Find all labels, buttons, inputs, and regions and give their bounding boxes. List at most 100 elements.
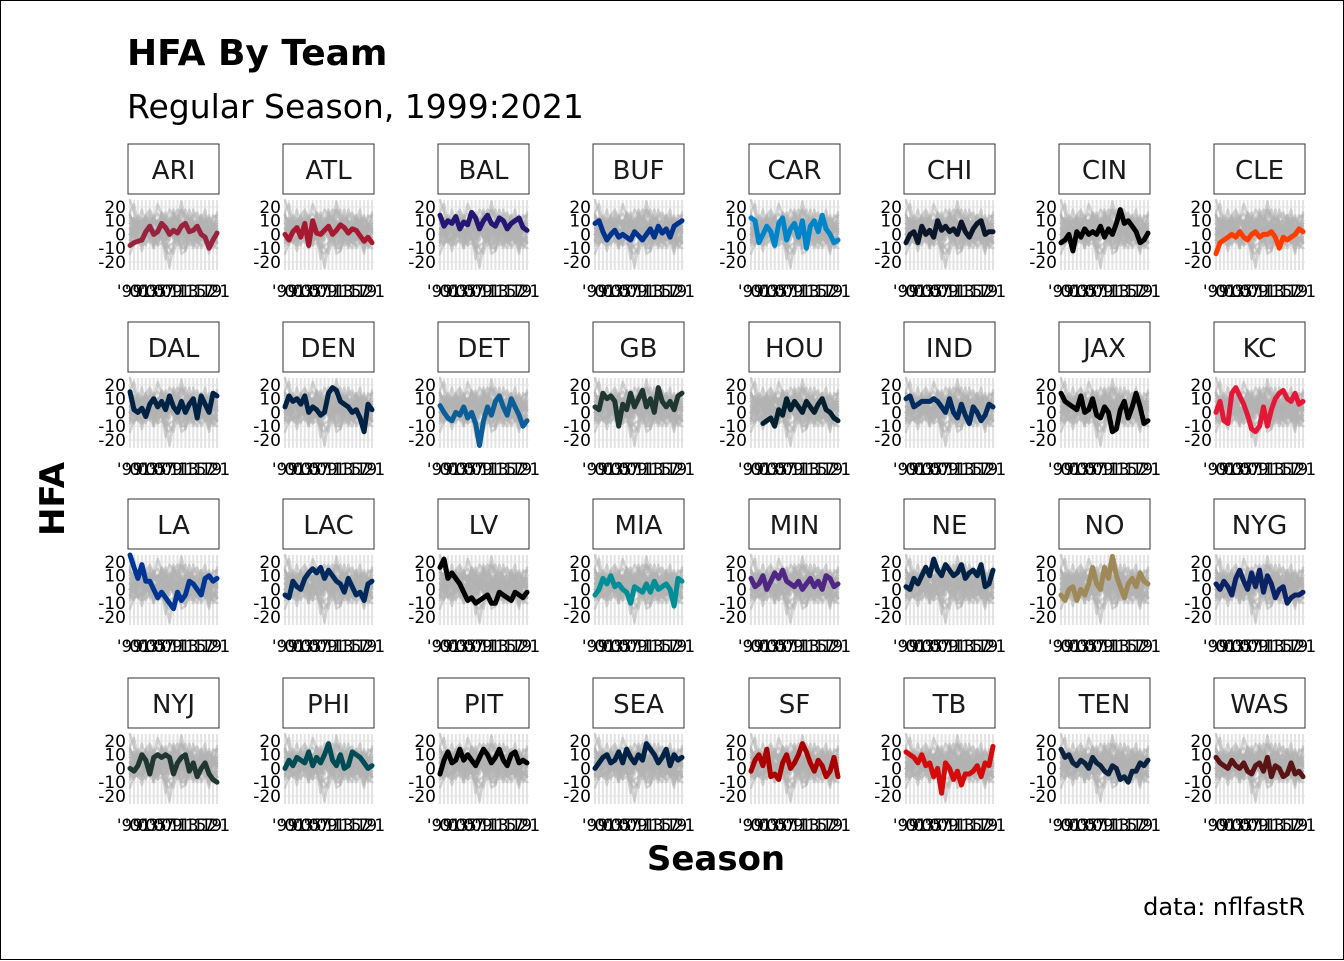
y-tick-label: -20 (874, 608, 902, 628)
x-tick-label: '05 (762, 460, 788, 480)
x-tick-label: '05 (141, 816, 167, 836)
y-tick-label: 20 (1190, 198, 1212, 218)
x-tick-label: '01 (590, 816, 616, 836)
x-tick-label: '07 (303, 460, 329, 480)
x-tick-label: '21 (1290, 460, 1316, 480)
facet-strip (1058, 143, 1151, 195)
x-tick-label: '13 (793, 637, 819, 657)
y-tick-label: -20 (408, 253, 436, 273)
y-tick-label: -10 (408, 417, 436, 437)
x-tick-label: '07 (613, 282, 639, 302)
facet-strip-label: ATL (305, 156, 352, 186)
y-tick-label: -20 (874, 253, 902, 273)
y-tick-label: -20 (408, 787, 436, 807)
x-tick-label: '15 (1111, 816, 1137, 836)
x-tick-label: '15 (645, 282, 671, 302)
series-line-det (437, 393, 530, 448)
x-tick-label: '17 (809, 816, 835, 836)
y-tick-label: 0 (425, 225, 436, 245)
y-tick-label: 10 (569, 390, 591, 410)
x-tick-label: '07 (1079, 460, 1105, 480)
y-tick-label: 20 (1190, 553, 1212, 573)
x-tick-label: '07 (303, 637, 329, 657)
facet-strip (1213, 321, 1306, 373)
x-tick-label: '03 (1219, 460, 1245, 480)
x-tick-label: '99 (1048, 282, 1074, 302)
chart-subtitle: Regular Season, 1999:2021 (127, 87, 584, 126)
x-tick-label: '11 (629, 637, 655, 657)
y-tick-label: 20 (880, 376, 902, 396)
x-tick-label: '15 (335, 460, 361, 480)
x-tick-label: '03 (754, 282, 780, 302)
x-tick-label: '11 (629, 460, 655, 480)
y-tick-label: 0 (580, 403, 591, 423)
series-line-ne (903, 556, 996, 592)
x-tick-label: '03 (288, 637, 314, 657)
y-tick-label: -20 (98, 431, 126, 451)
facet-strip-label: KC (1243, 334, 1277, 364)
series-line-ari (127, 220, 220, 251)
x-tick-label: '21 (514, 816, 540, 836)
y-tick-label: 10 (1035, 390, 1057, 410)
series-line-no (1058, 553, 1151, 603)
x-tick-label: '05 (606, 282, 632, 302)
x-tick-label: '99 (893, 637, 919, 657)
x-tick-label: '21 (1290, 282, 1316, 302)
y-tick-label: 10 (259, 390, 281, 410)
x-tick-label: '03 (288, 816, 314, 836)
x-tick-label: '11 (940, 816, 966, 836)
series-line-sea (592, 741, 685, 771)
chart-caption: data: nflfastR (1143, 893, 1305, 921)
x-tick-label: '19 (972, 816, 998, 836)
x-tick-label: '05 (296, 816, 322, 836)
y-tick-label: -10 (563, 239, 591, 259)
x-tick-label: '03 (133, 637, 159, 657)
x-tick-label: '11 (629, 282, 655, 302)
y-tick-label: 20 (414, 376, 436, 396)
x-tick-label: '05 (917, 282, 943, 302)
series-line-was (1213, 754, 1306, 780)
x-tick-label: '01 (125, 282, 151, 302)
facet-strip-label: CAR (767, 156, 821, 186)
x-tick-label: '19 (506, 282, 532, 302)
x-tick-label: '01 (125, 816, 151, 836)
facet-strip (1213, 143, 1306, 195)
facet-strip (592, 321, 685, 373)
x-tick-label: '13 (1258, 637, 1284, 657)
x-tick-label: '05 (296, 282, 322, 302)
x-tick-label: '17 (188, 460, 214, 480)
x-tick-label: '17 (1119, 637, 1145, 657)
x-tick-label: '05 (141, 460, 167, 480)
x-tick-label: '19 (661, 460, 687, 480)
x-tick-label: '19 (1282, 460, 1308, 480)
facet-strip (592, 677, 685, 729)
y-tick-label: -10 (719, 773, 747, 793)
x-tick-label: '15 (1111, 637, 1137, 657)
y-tick-label: 0 (425, 403, 436, 423)
x-tick-label: '09 (777, 460, 803, 480)
facet-strip (903, 321, 996, 373)
y-tick-label: 0 (115, 759, 126, 779)
series-line-ind (903, 393, 996, 426)
y-tick-label: -10 (98, 417, 126, 437)
y-tick-label: -10 (874, 773, 902, 793)
x-tick-label: '21 (825, 816, 851, 836)
series-line-nyg (1213, 567, 1306, 606)
x-tick-label: '07 (1079, 282, 1105, 302)
y-tick-label: 20 (880, 553, 902, 573)
facet-strip (903, 498, 996, 550)
x-tick-label: '99 (1203, 282, 1229, 302)
x-tick-label: '15 (335, 282, 361, 302)
x-tick-label: '05 (1072, 282, 1098, 302)
facet-strip-label: NYG (1232, 511, 1287, 541)
facet-strip (437, 498, 530, 550)
facet-strip-label: CIN (1082, 156, 1127, 186)
x-tick-label: '19 (196, 282, 222, 302)
x-tick-label: '05 (296, 637, 322, 657)
y-tick-label: -20 (874, 787, 902, 807)
